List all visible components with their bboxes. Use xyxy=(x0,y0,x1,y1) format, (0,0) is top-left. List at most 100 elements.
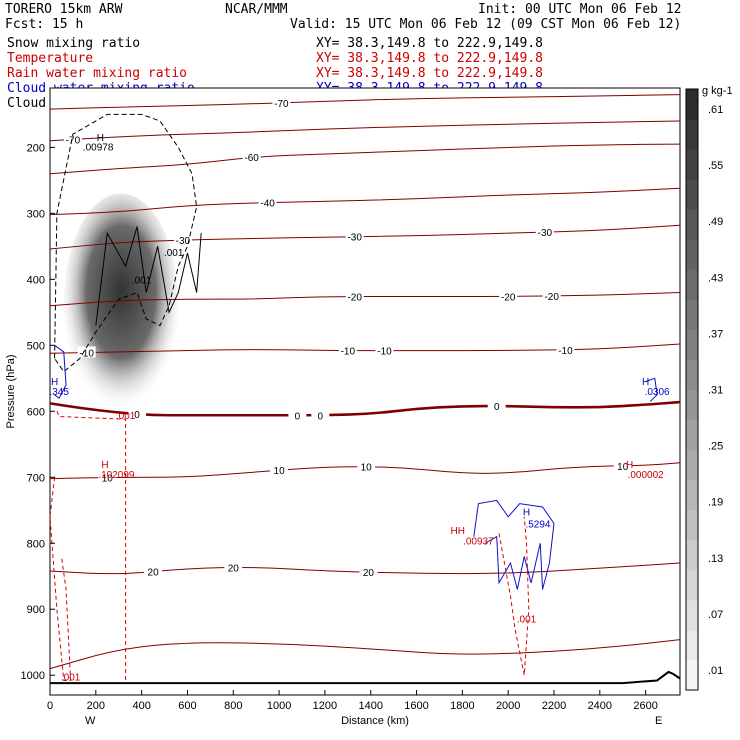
contour-label-bg xyxy=(487,400,506,412)
colorbar-step xyxy=(686,209,698,240)
temperature-label: 0 xyxy=(494,402,500,413)
contour-label-bg xyxy=(535,226,554,238)
temperature-label: -30 xyxy=(176,236,191,247)
colorbar-step xyxy=(686,569,698,601)
max-annotation: .345 xyxy=(49,387,69,398)
x-tick-label: 1000 xyxy=(267,700,291,712)
x-tick-label: 1200 xyxy=(313,700,337,712)
center-title: NCAR/MMM xyxy=(225,2,288,17)
y-tick-label: 800 xyxy=(27,538,45,550)
x-tick-label: 2400 xyxy=(588,700,612,712)
temperature-label: -20 xyxy=(544,292,559,303)
max-annotation: H xyxy=(523,508,530,519)
contour-label-bg xyxy=(98,471,117,483)
colorbar: .01 .07 .13 .19 .25 .31 .37 .43 .49 .55 .61 g kg-1 xyxy=(685,85,733,691)
contour-label-bg xyxy=(173,233,192,245)
x-tick-label: 600 xyxy=(178,700,196,712)
y-tick-label: 400 xyxy=(27,274,45,286)
contour-label-bg xyxy=(613,459,632,471)
colorbar-step xyxy=(686,239,698,270)
plot-frame xyxy=(49,87,681,696)
x-tick-label: 1400 xyxy=(358,700,382,712)
x-tick-label: 400 xyxy=(132,700,150,712)
y-tick-label: 200 xyxy=(27,142,45,154)
colorbar-label: .19 xyxy=(708,497,723,509)
contour-label-bg xyxy=(338,344,357,356)
contour-label-bg xyxy=(542,289,561,301)
plot-area: -70 -70 -60 -40 -30 -30 -30 -20 -20 -20 -10 -10 -10 -… xyxy=(49,87,681,696)
max-annotation: H xyxy=(642,377,649,388)
max-annotation: H xyxy=(51,377,58,388)
y-tick-label: 700 xyxy=(27,472,45,484)
colorbar-step xyxy=(686,119,698,150)
contour-label-bg xyxy=(270,464,289,476)
max-annotation: .001 xyxy=(132,275,152,286)
colorbar-step xyxy=(686,629,698,661)
max-annotation: .00937 xyxy=(463,537,494,548)
contour-label-bg xyxy=(63,133,82,145)
rain-water-contour xyxy=(498,516,530,676)
colorbar-step xyxy=(686,479,698,511)
rain-water-contour xyxy=(49,477,72,681)
field-name: Snow mixing ratio xyxy=(7,36,140,51)
temperature-contour xyxy=(49,562,681,575)
x-tick-label: 1600 xyxy=(404,700,428,712)
colorbar-label: .43 xyxy=(708,272,723,284)
temperature-label: 0 xyxy=(295,411,301,422)
colorbar-frame xyxy=(685,88,699,691)
field-xy: XY= 38.3,149.8 to 222.9,149.8 xyxy=(316,36,543,51)
temperature-label: -60 xyxy=(244,153,259,164)
field-name: Temperature xyxy=(7,51,93,66)
colorbar-label: .55 xyxy=(708,160,723,172)
x-tick-label: 2600 xyxy=(633,700,657,712)
temperature-label: 10 xyxy=(102,473,114,484)
temperature-label: 10 xyxy=(274,466,286,477)
max-annotation: HH xyxy=(451,526,465,537)
max-annotation: .00978 xyxy=(83,143,114,154)
x-tick-label: 2000 xyxy=(496,700,520,712)
temperature-label: -70 xyxy=(274,99,289,110)
temperature-label: 0 xyxy=(134,410,140,421)
max-annotation: H xyxy=(626,460,633,471)
colorbar-unit: g kg-1 xyxy=(702,85,733,97)
max-annotation: H xyxy=(101,460,108,471)
temperature-label: 20 xyxy=(228,563,240,574)
contour-label-bg xyxy=(144,565,163,577)
colorbar-label: .61 xyxy=(708,104,723,116)
snow-mixing-fill xyxy=(63,193,179,412)
y-tick-label: 1000 xyxy=(21,670,45,682)
contour-label-bg xyxy=(359,566,378,578)
colorbar-step xyxy=(686,299,698,330)
colorbar-step xyxy=(686,659,698,691)
y-tick-label: 900 xyxy=(27,604,45,616)
temperature-contour xyxy=(49,187,681,216)
max-annotation: .102099 xyxy=(98,470,135,481)
y-axis-title: Pressure (hPa) xyxy=(5,355,17,429)
x-tick-label: 2200 xyxy=(542,700,566,712)
max-annotation: .001 xyxy=(517,614,537,625)
max-annotation: .000002 xyxy=(628,470,665,481)
colorbar-label: .31 xyxy=(708,385,723,397)
temperature-label: 20 xyxy=(148,568,160,579)
colorbar-step xyxy=(686,89,698,120)
colorbar-label: .07 xyxy=(708,609,723,621)
contour-label-bg xyxy=(288,409,307,421)
contour-label-bg xyxy=(258,196,277,208)
x-tick-label: 800 xyxy=(224,700,242,712)
contour-label-bg xyxy=(556,343,575,355)
valid-time: Valid: 15 UTC Mon 06 Feb 12 (09 CST Mon … xyxy=(290,17,681,32)
forecast-hour: Fcst: 15 h xyxy=(5,17,83,32)
contour-label-bg xyxy=(345,290,364,302)
colorbar-label: .25 xyxy=(708,441,723,453)
temperature-contour xyxy=(49,94,681,110)
y-tick-label: 300 xyxy=(27,208,45,220)
field-name: Rain water mixing ratio xyxy=(7,66,187,81)
cloud-water-contour xyxy=(54,344,67,399)
temperature-label: -10 xyxy=(341,347,356,358)
temperature-contour xyxy=(49,120,681,142)
colorbar-step xyxy=(686,389,698,421)
temperature-label: -10 xyxy=(377,347,392,358)
colorbar-step xyxy=(686,419,698,451)
model-title: TORERO 15km ARW xyxy=(5,2,123,17)
max-annotation: .001 xyxy=(61,672,81,683)
